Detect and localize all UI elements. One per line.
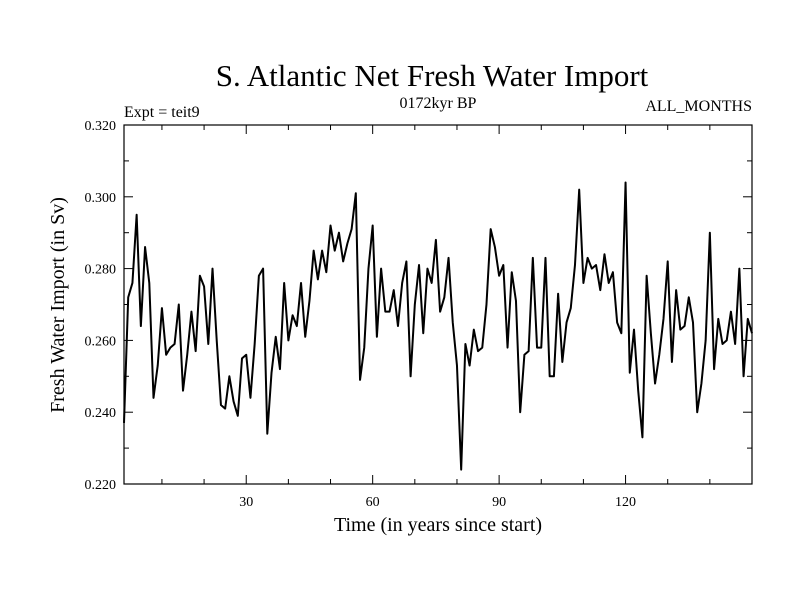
y-tick-label: 0.220	[85, 478, 117, 493]
series-line-fresh-water-import	[123, 181, 753, 471]
chart-title: S. Atlantic Net Fresh Water Import	[216, 58, 649, 93]
y-tick-label: 0.320	[85, 119, 117, 134]
chart-subtitle-period: 0172kyr BP	[400, 95, 477, 112]
y-tick-label: 0.280	[85, 263, 117, 278]
y-tick-label: 0.300	[85, 191, 117, 206]
y-tick-label: 0.240	[85, 406, 117, 421]
y-tick-label: 0.260	[85, 334, 117, 349]
plot-area-frame	[123, 124, 753, 485]
axis-tick-labels: 30 60 90 120 0.220 0.240 0.260 0.280 0.300 0.320	[85, 119, 637, 510]
x-tick-label: 30	[239, 495, 253, 510]
y-axis-label: Fresh Water Import (in Sv)	[47, 197, 69, 413]
x-tick-label: 60	[366, 495, 380, 510]
x-tick-label: 120	[615, 495, 636, 510]
axis-ticks	[124, 125, 752, 484]
x-tick-label: 90	[492, 495, 506, 510]
chart-subtitle-experiment: Expt = teit9	[124, 104, 200, 121]
chart-subtitle-months: ALL_MONTHS	[645, 98, 752, 115]
x-axis-label: Time (in years since start)	[334, 514, 542, 536]
